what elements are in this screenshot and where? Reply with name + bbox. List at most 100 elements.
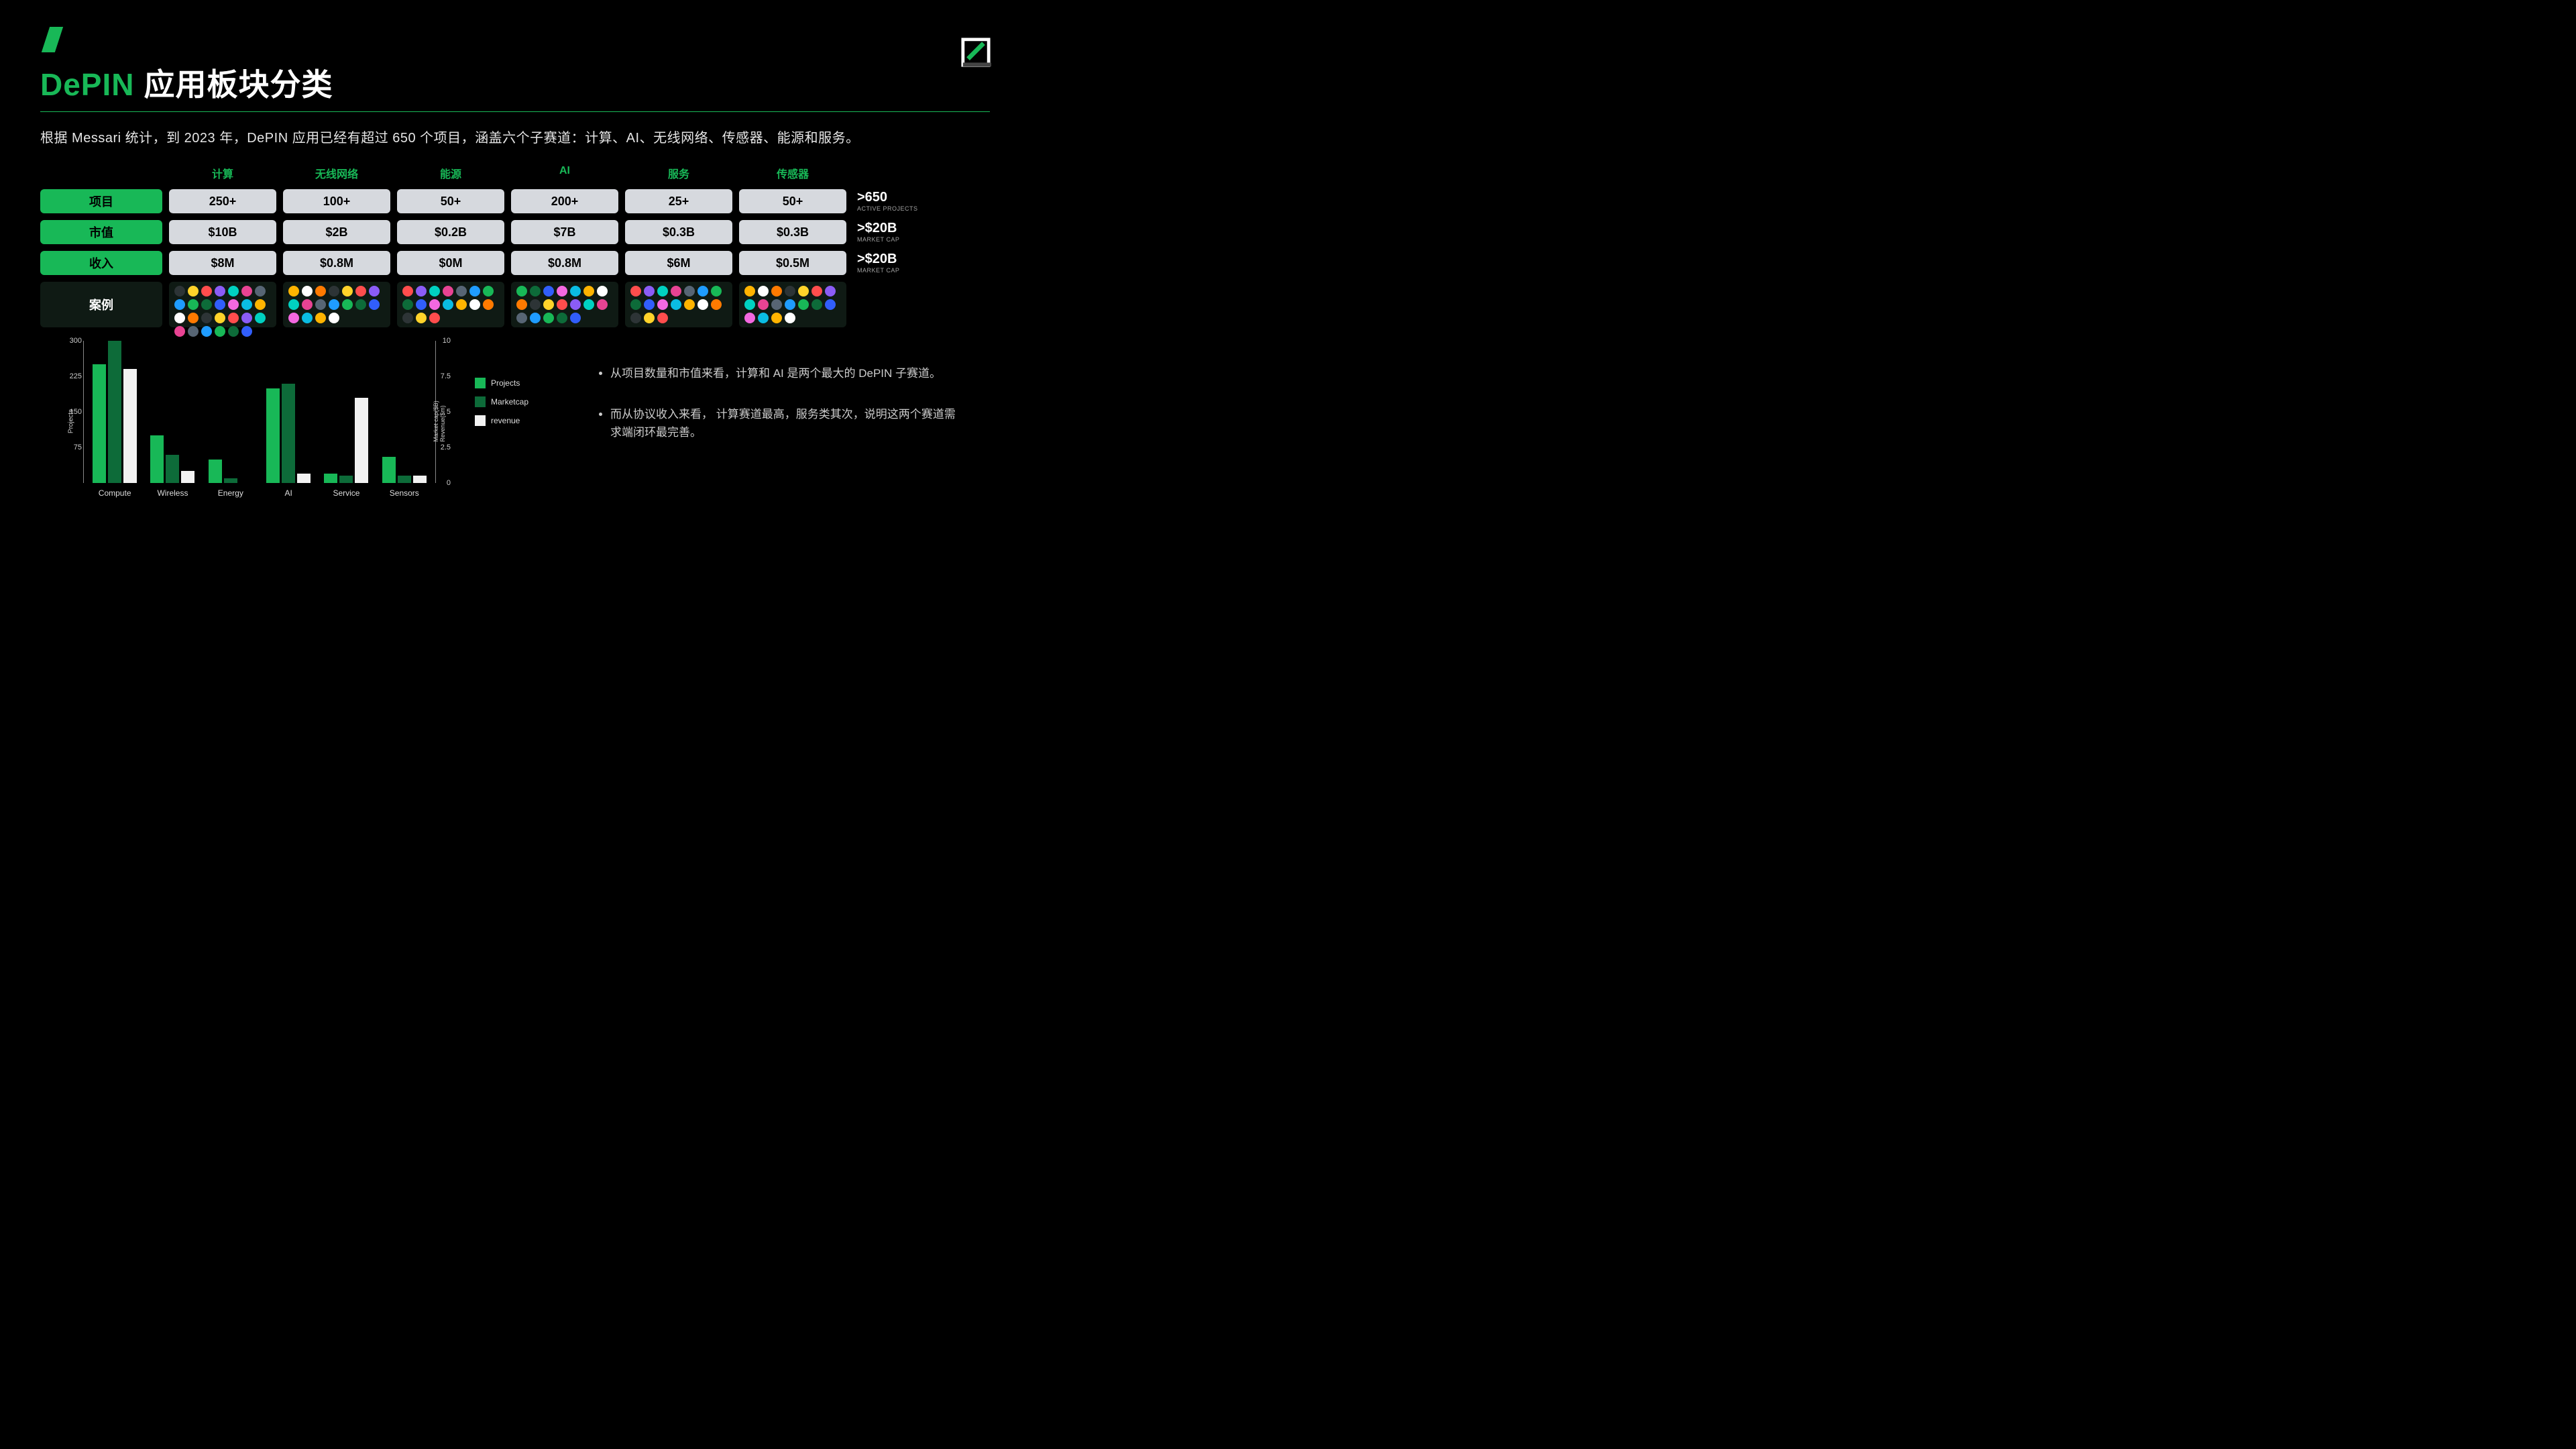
legend-label: Projects xyxy=(491,378,520,388)
project-icon xyxy=(825,286,836,297)
project-icon xyxy=(557,286,567,297)
examples-total-empty xyxy=(853,282,960,327)
project-icon xyxy=(543,313,554,323)
project-icon xyxy=(416,286,427,297)
project-icon xyxy=(402,299,413,310)
col-head-energy: 能源 xyxy=(397,165,504,182)
project-icon xyxy=(215,299,225,310)
bar-revenue xyxy=(297,474,311,483)
bar-group-sensors xyxy=(381,457,428,483)
bar-revenue xyxy=(355,398,368,483)
project-icon xyxy=(744,299,755,310)
project-icon xyxy=(570,286,581,297)
project-icon xyxy=(255,313,266,323)
cell-service-mcap: $0.3B xyxy=(625,220,732,244)
legend-item: Projects xyxy=(475,378,528,388)
project-icon xyxy=(557,313,567,323)
project-icon xyxy=(570,299,581,310)
project-icon xyxy=(201,286,212,297)
bar-revenue xyxy=(413,476,427,483)
legend-swatch xyxy=(475,378,486,388)
total-projects: >650ACTIVE PROJECTS xyxy=(853,189,960,213)
project-icon xyxy=(329,299,339,310)
examples-energy xyxy=(397,282,504,327)
insight-bullet: 从项目数量和市值来看，计算和 AI 是两个最大的 DePIN 子赛道。 xyxy=(610,364,990,382)
bar-marketcap xyxy=(282,384,295,483)
project-icon xyxy=(516,299,527,310)
project-icon xyxy=(530,299,541,310)
project-icon xyxy=(771,299,782,310)
project-icon xyxy=(644,313,655,323)
project-icon xyxy=(241,286,252,297)
project-icon xyxy=(557,299,567,310)
project-icon xyxy=(288,299,299,310)
project-icon xyxy=(456,286,467,297)
insight-bullet: 而从协议收入来看， 计算赛道最高，服务类其次，说明这两个赛道需求端闭环最完善。 xyxy=(610,405,990,441)
project-icon xyxy=(630,313,641,323)
bar-projects xyxy=(324,474,337,483)
brand-logo-icon xyxy=(960,37,991,68)
project-icon xyxy=(188,299,199,310)
cell-wireless-projects: 100+ xyxy=(283,189,390,213)
project-icon xyxy=(201,313,212,323)
project-icon xyxy=(758,313,769,323)
x-tick: Compute xyxy=(91,488,138,498)
project-icon xyxy=(798,299,809,310)
bar-revenue xyxy=(181,471,194,483)
project-icon xyxy=(315,286,326,297)
cell-sensors-rev: $0.5M xyxy=(739,251,846,275)
chart-x-labels: ComputeWirelessEnergyAIServiceSensors xyxy=(86,488,433,498)
legend-item: revenue xyxy=(475,415,528,426)
project-icon xyxy=(369,286,380,297)
project-icon xyxy=(174,326,185,337)
project-icon xyxy=(174,286,185,297)
project-icon xyxy=(402,313,413,323)
cell-service-rev: $6M xyxy=(625,251,732,275)
title-prefix: DePIN xyxy=(40,67,134,102)
y-axis-left xyxy=(83,341,84,483)
project-icon xyxy=(456,299,467,310)
project-icon xyxy=(516,286,527,297)
grid-corner xyxy=(40,165,162,182)
col-head-compute: 计算 xyxy=(169,165,276,182)
project-icon xyxy=(671,299,681,310)
title-rule xyxy=(40,111,990,112)
project-icon xyxy=(315,313,326,323)
total-rev: >$20BMARKET CAP xyxy=(853,251,960,275)
legend-label: revenue xyxy=(491,416,520,425)
bar-projects xyxy=(93,364,106,483)
examples-sensors xyxy=(739,282,846,327)
col-head-sensors: 传感器 xyxy=(739,165,846,182)
examples-compute xyxy=(169,282,276,327)
project-icon xyxy=(174,299,185,310)
project-icon xyxy=(543,299,554,310)
cell-energy-rev: $0M xyxy=(397,251,504,275)
project-icon xyxy=(771,313,782,323)
project-icon xyxy=(657,299,668,310)
ytick-left: 300 xyxy=(67,337,82,345)
project-icon xyxy=(711,299,722,310)
row-head-projects: 项目 xyxy=(40,189,162,213)
project-icon xyxy=(684,286,695,297)
row-head-examples: 案例 xyxy=(40,282,162,327)
project-icon xyxy=(443,299,453,310)
bar-group-compute xyxy=(91,341,138,483)
cell-sensors-mcap: $0.3B xyxy=(739,220,846,244)
project-icon xyxy=(530,313,541,323)
grouped-bar-chart: ComputeWirelessEnergyAIServiceSensors Pr… xyxy=(54,341,456,502)
project-icon xyxy=(228,326,239,337)
cell-sensors-projects: 50+ xyxy=(739,189,846,213)
bar-marketcap xyxy=(166,455,179,483)
chart-legend: ProjectsMarketcaprevenue xyxy=(475,378,528,434)
total-mcap: >$20BMARKET CAP xyxy=(853,220,960,244)
bar-projects xyxy=(266,388,280,483)
ytick-right: 2.5 xyxy=(441,443,451,451)
bar-projects xyxy=(382,457,396,483)
project-icon xyxy=(543,286,554,297)
legend-swatch xyxy=(475,396,486,407)
project-icon xyxy=(215,286,225,297)
project-icon xyxy=(315,299,326,310)
project-icon xyxy=(241,326,252,337)
project-icon xyxy=(744,286,755,297)
y-axis-right-label: Market cap($B)Revenue($m) xyxy=(433,400,446,442)
